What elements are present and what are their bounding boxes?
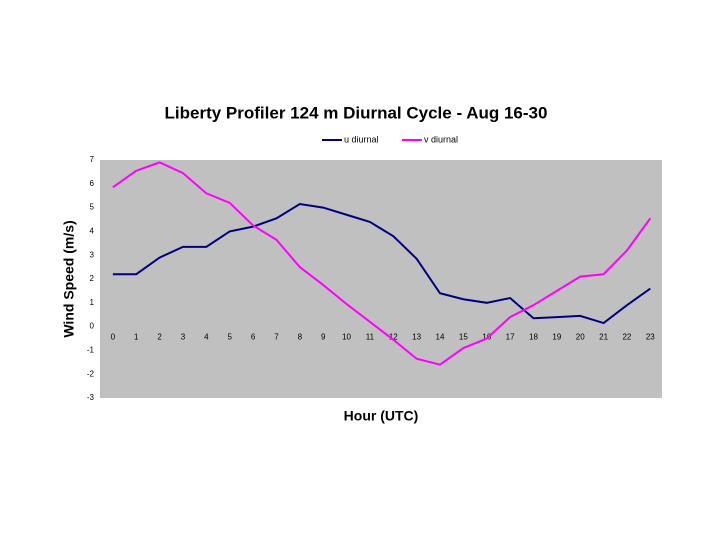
y-tick-label: -3 (87, 393, 95, 402)
x-tick-label: 9 (321, 333, 326, 342)
legend-label: u diurnal (344, 134, 379, 144)
y-tick-label: 6 (90, 179, 95, 188)
plot-area (100, 160, 662, 398)
x-tick-label: 17 (506, 333, 515, 342)
y-tick-label: -1 (87, 346, 95, 355)
y-axis-label: Wind Speed (m/s) (61, 220, 77, 337)
x-tick-label: 3 (181, 333, 186, 342)
x-axis-label: Hour (UTC) (344, 408, 419, 424)
x-tick-label: 10 (342, 333, 351, 342)
x-tick-label: 11 (366, 333, 375, 342)
y-tick-label: 3 (90, 250, 95, 259)
x-tick-label: 7 (274, 333, 279, 342)
y-tick-label: 7 (90, 155, 95, 164)
legend-label: v diurnal (424, 134, 458, 144)
x-tick-label: 12 (389, 333, 398, 342)
x-tick-label: 18 (529, 333, 538, 342)
y-tick-label: 1 (90, 298, 95, 307)
y-tick-label: -2 (87, 369, 95, 378)
y-tick-label: 0 (90, 322, 95, 331)
x-tick-label: 20 (576, 333, 585, 342)
series-line (112, 202, 651, 325)
x-tick-label: 4 (204, 333, 209, 342)
x-tick-label: 1 (134, 333, 139, 342)
y-tick-label: 4 (90, 227, 95, 236)
x-tick-label: 6 (251, 333, 256, 342)
x-tick-label: 22 (622, 333, 631, 342)
x-tick-label: 19 (552, 333, 561, 342)
x-tick-label: 23 (646, 333, 655, 342)
x-tick-label: 15 (459, 333, 468, 342)
series-line (112, 161, 652, 366)
y-tick-label: 2 (90, 274, 95, 283)
x-tick-label: 2 (157, 333, 162, 342)
x-tick-label: 14 (436, 333, 445, 342)
x-tick-label: 21 (599, 333, 608, 342)
chart-title: Liberty Profiler 124 m Diurnal Cycle - A… (165, 103, 548, 122)
x-tick-label: 13 (412, 333, 421, 342)
y-tick-label: 5 (90, 203, 95, 212)
x-tick-label: 0 (111, 333, 116, 342)
x-tick-label: 8 (298, 333, 303, 342)
x-tick-label: 5 (227, 333, 232, 342)
